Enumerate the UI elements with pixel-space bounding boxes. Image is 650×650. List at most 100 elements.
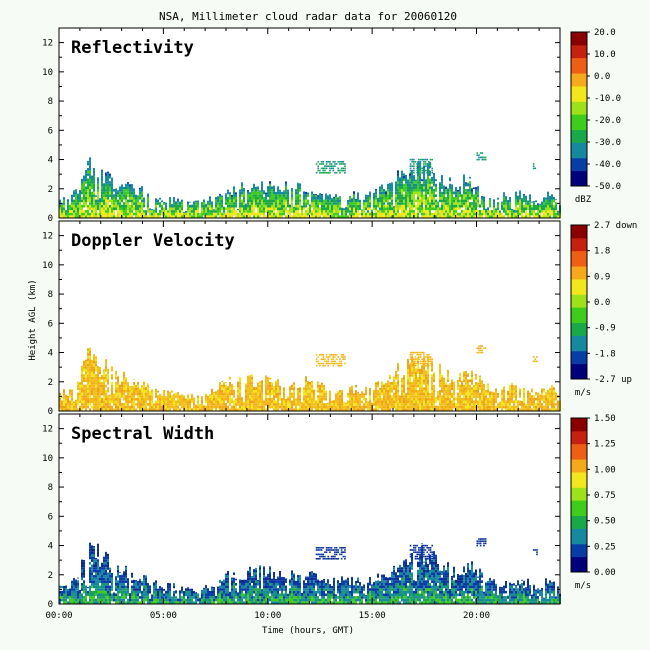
heatmap-cell bbox=[91, 210, 93, 213]
heatmap-cell bbox=[85, 397, 87, 401]
heatmap-cell bbox=[413, 374, 415, 377]
heatmap-cell bbox=[505, 207, 507, 211]
heatmap-cell bbox=[479, 156, 482, 159]
heatmap-cell bbox=[265, 192, 267, 195]
heatmap-cell bbox=[437, 202, 439, 205]
heatmap-cell bbox=[131, 191, 133, 195]
heatmap-cell bbox=[381, 403, 383, 406]
colorbar-segment bbox=[571, 168, 587, 172]
heatmap-cell bbox=[91, 183, 93, 187]
heatmap-cell bbox=[443, 191, 445, 195]
heatmap-cell bbox=[419, 165, 422, 167]
heatmap-cell bbox=[327, 171, 330, 174]
heatmap-cell bbox=[419, 194, 421, 197]
heatmap-cell bbox=[247, 400, 249, 404]
heatmap-cell bbox=[345, 408, 347, 411]
heatmap-cell bbox=[139, 405, 141, 409]
heatmap-cell bbox=[259, 190, 261, 192]
heatmap-cell bbox=[493, 397, 495, 401]
heatmap-cell bbox=[395, 186, 397, 190]
heatmap-cell bbox=[139, 194, 141, 197]
heatmap-cell bbox=[475, 191, 477, 195]
heatmap-cell bbox=[391, 207, 393, 211]
heatmap-cell bbox=[125, 199, 127, 203]
heatmap-cell bbox=[523, 199, 525, 203]
heatmap-cell bbox=[183, 395, 185, 398]
heatmap-cell bbox=[105, 189, 107, 192]
heatmap-cell bbox=[89, 189, 91, 192]
heatmap-cell bbox=[379, 194, 381, 197]
heatmap-cell bbox=[447, 215, 449, 218]
heatmap-cell bbox=[405, 178, 407, 182]
heatmap-cell bbox=[449, 392, 451, 396]
heatmap-cell bbox=[277, 382, 279, 385]
heatmap-cell bbox=[471, 212, 473, 216]
heatmap-cell bbox=[431, 379, 433, 383]
heatmap-cell bbox=[443, 397, 445, 401]
heatmap-cell bbox=[365, 212, 367, 216]
heatmap-cell bbox=[303, 202, 305, 205]
heatmap-cell bbox=[195, 405, 197, 409]
heatmap-cell bbox=[291, 207, 293, 211]
heatmap-cell bbox=[475, 389, 477, 393]
colorbar-segment bbox=[571, 42, 587, 46]
heatmap-cell bbox=[79, 405, 81, 409]
heatmap-cell bbox=[137, 199, 139, 203]
heatmap-cell bbox=[139, 400, 141, 404]
heatmap-cell bbox=[73, 405, 75, 409]
heatmap-cell bbox=[91, 400, 93, 404]
heatmap-cell bbox=[332, 167, 335, 170]
colorbar-segment bbox=[571, 160, 587, 164]
heatmap-cell bbox=[139, 389, 141, 393]
heatmap-cell bbox=[439, 215, 441, 218]
heatmap-cell bbox=[247, 207, 249, 211]
heatmap-cell bbox=[287, 204, 289, 208]
y-tick-label: 2 bbox=[48, 185, 53, 195]
heatmap-cell bbox=[397, 181, 399, 184]
heatmap-cell bbox=[177, 397, 179, 401]
heatmap-cell bbox=[129, 207, 131, 211]
colorbar-segment bbox=[571, 62, 587, 66]
heatmap-cell bbox=[441, 207, 443, 211]
heatmap-cell bbox=[441, 186, 443, 190]
heatmap-cell bbox=[219, 392, 221, 396]
heatmap-cell bbox=[441, 178, 443, 182]
heatmap-cell bbox=[253, 186, 255, 190]
heatmap-cell bbox=[111, 183, 113, 187]
heatmap-cell bbox=[443, 382, 445, 385]
heatmap-cell bbox=[345, 210, 347, 213]
heatmap-cell bbox=[459, 397, 461, 401]
heatmap-cell bbox=[173, 210, 175, 213]
heatmap-cell bbox=[475, 199, 477, 203]
heatmap-cell bbox=[401, 392, 403, 396]
heatmap-cell bbox=[121, 194, 123, 197]
heatmap-cell bbox=[169, 400, 171, 404]
heatmap-cell bbox=[179, 215, 181, 218]
heatmap-cell bbox=[185, 210, 187, 213]
heatmap-cell bbox=[127, 403, 129, 406]
heatmap-cell bbox=[143, 403, 145, 406]
heatmap-cell bbox=[207, 395, 209, 398]
heatmap-cell bbox=[295, 196, 297, 200]
heatmap-cell bbox=[417, 196, 419, 200]
heatmap-cell bbox=[483, 384, 485, 388]
heatmap-cell bbox=[123, 212, 125, 216]
heatmap-cell bbox=[179, 202, 181, 205]
heatmap-cell bbox=[211, 215, 213, 218]
heatmap-cell bbox=[311, 210, 313, 213]
heatmap-cell bbox=[471, 371, 473, 375]
heatmap-cell bbox=[293, 395, 295, 398]
heatmap-cell bbox=[319, 392, 321, 396]
heatmap-cell bbox=[177, 212, 179, 216]
heatmap-cell bbox=[323, 408, 325, 411]
heatmap-cell bbox=[103, 371, 105, 375]
heatmap-cell bbox=[423, 158, 425, 161]
heatmap-cell bbox=[83, 366, 85, 369]
heatmap-cell bbox=[315, 204, 317, 208]
heatmap-cell bbox=[227, 397, 229, 401]
heatmap-cell bbox=[299, 395, 301, 398]
heatmap-cell bbox=[397, 191, 399, 195]
heatmap-cell bbox=[395, 196, 397, 200]
heatmap-cell bbox=[465, 376, 467, 380]
heatmap-cell bbox=[387, 389, 389, 393]
